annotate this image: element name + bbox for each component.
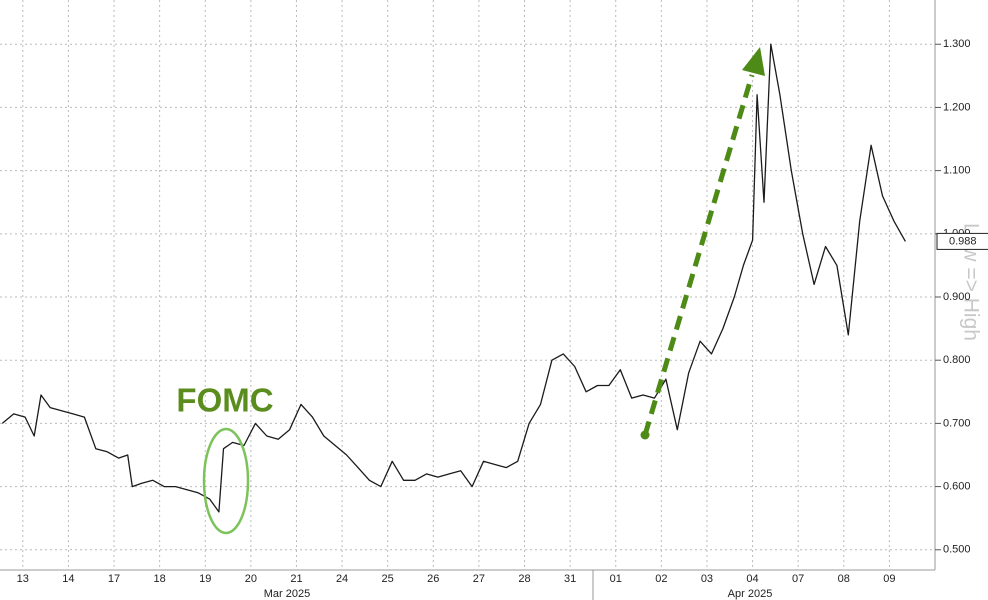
trend-arrow: [642, 74, 755, 436]
x-tick-label: 28: [518, 573, 530, 585]
y-tick-label: 0.800: [943, 354, 971, 366]
x-tick-label: 17: [108, 573, 120, 585]
trend-arrow-head: [742, 47, 765, 76]
x-tick-label: 03: [701, 573, 713, 585]
x-tick-label: 31: [564, 573, 576, 585]
x-tick-label: 14: [62, 573, 74, 585]
axis: 0.5000.6000.7000.8000.9001.0001.1001.200…: [17, 38, 988, 600]
y-tick-label: 0.500: [943, 544, 971, 556]
x-tick-label: 18: [154, 573, 166, 585]
x-tick-label: 08: [838, 573, 850, 585]
y-tick-label: 0.700: [943, 417, 971, 429]
plot: [1, 43, 906, 513]
month-label: Mar 2025: [264, 588, 310, 600]
x-tick-label: 01: [610, 573, 622, 585]
x-tick-label: 27: [473, 573, 485, 585]
axis-note: Low => High: [959, 223, 982, 341]
x-tick-label: 25: [382, 573, 394, 585]
price-line: [1, 43, 906, 513]
month-label: Apr 2025: [728, 588, 773, 600]
x-tick-label: 07: [792, 573, 804, 585]
x-tick-label: 19: [199, 573, 211, 585]
last-value-box: [936, 232, 988, 250]
trend-arrow-start: [640, 430, 650, 440]
y-tick-label: 1.300: [943, 38, 971, 50]
x-tick-label: 04: [746, 573, 758, 585]
y-tick-label: 0.900: [943, 291, 971, 303]
x-tick-label: 09: [883, 573, 895, 585]
x-tick-label: 26: [427, 573, 439, 585]
fomc-label: FOMC: [176, 382, 273, 419]
x-tick-label: 02: [655, 573, 667, 585]
x-tick-label: 20: [245, 573, 257, 585]
y-tick-label: 0.600: [943, 480, 971, 492]
y-tick-label: 1.200: [943, 101, 971, 113]
y-tick-label: 1.100: [943, 165, 971, 177]
x-tick-label: 24: [336, 573, 348, 585]
x-tick-label: 13: [17, 573, 29, 585]
fomc-circle: [202, 427, 250, 535]
last-value-label: 0.988: [949, 235, 977, 247]
x-tick-label: 21: [290, 573, 302, 585]
grid: [0, 0, 935, 570]
